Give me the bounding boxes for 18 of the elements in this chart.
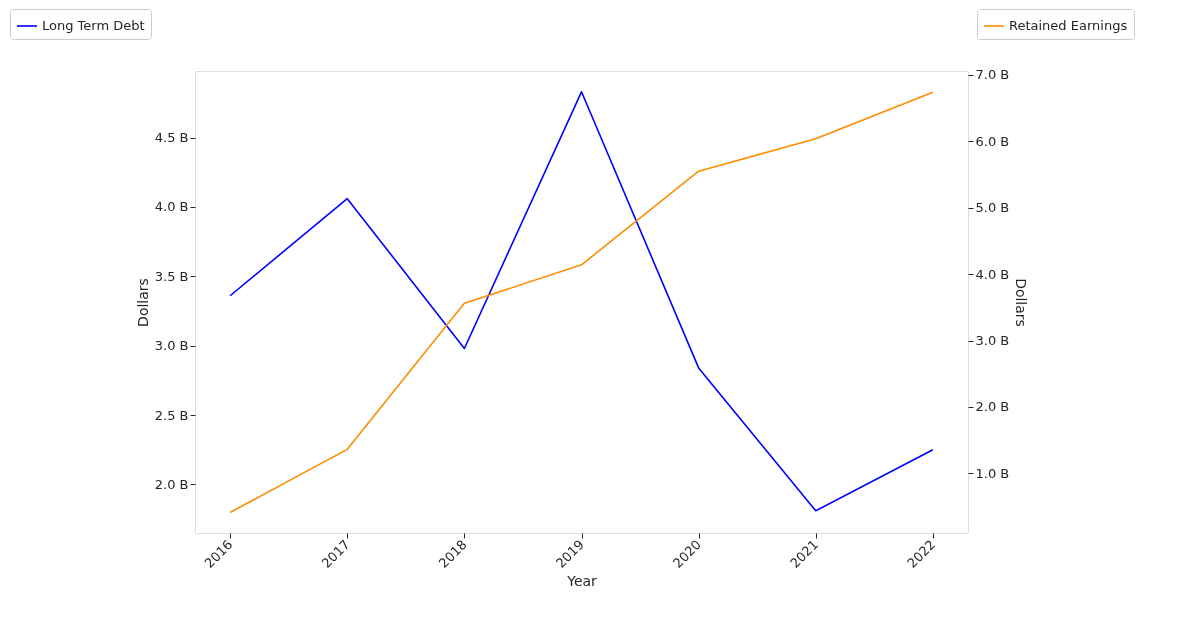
y-tick-label: 4.0 B (154, 199, 189, 215)
y2-tick-label: 3.0 B (975, 333, 1010, 348)
y-tick-label: 2.0 B (154, 476, 189, 492)
y2-axis-title: Dollars (1013, 278, 1030, 327)
y2-tick-label: 1.0 B (975, 465, 1010, 481)
y2-tick-label: 7.0 B (975, 67, 1010, 83)
y-tick-label: 3.0 B (154, 338, 189, 354)
legend-label: Long Term Debt (42, 18, 145, 33)
y2-tick-label: 4.0 B (975, 266, 1010, 282)
y2-tick-label: 2.0 B (975, 399, 1010, 415)
y-tick-label: 2.5 B (154, 407, 189, 423)
y-tick-label: 3.5 B (154, 268, 189, 284)
y2-tick-label: 5.0 B (975, 200, 1010, 216)
legend-label: Retained Earnings (1009, 18, 1128, 33)
y2-tick-label: 6.0 B (975, 133, 1010, 149)
y-axis-title: Dollars (134, 278, 151, 327)
y-tick-label: 4.5 B (154, 130, 189, 146)
x-axis-title: Year (566, 572, 598, 589)
